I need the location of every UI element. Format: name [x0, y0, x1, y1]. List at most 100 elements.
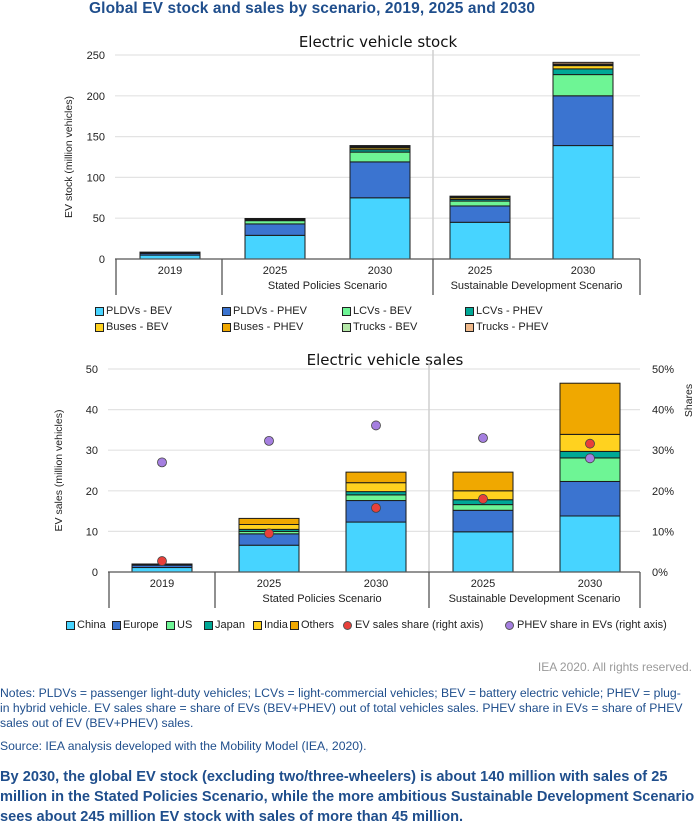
legend-label: Europe	[123, 619, 159, 631]
legend-swatch	[112, 620, 121, 630]
legend-label: Buses - BEV	[106, 321, 169, 333]
y-tick-label: 50	[86, 364, 98, 376]
legend-item: PLDVs - BEV	[95, 305, 172, 317]
legend-item: Buses - BEV	[95, 321, 168, 333]
legend-swatch	[222, 306, 231, 316]
y-tick-label: 200	[87, 91, 105, 103]
bar-segment	[139, 251, 201, 254]
legend-label: PLDVs - BEV	[106, 305, 173, 317]
y-tick-label: 20	[86, 486, 98, 498]
bar-segment	[449, 195, 511, 198]
y-tick-label: 0	[99, 254, 105, 266]
stock-legend: PLDVs - BEV PLDVs - PHEV LCVs - BEV LCVs - …	[0, 305, 700, 341]
y-tick-label: 30	[86, 445, 98, 457]
y2-tick-label: 20%	[652, 486, 674, 498]
legend-swatch	[342, 322, 351, 332]
notes-text: Notes: PLDVs = passenger light-duty vehi…	[0, 686, 683, 730]
legend-item: Others	[290, 619, 334, 631]
legend-label: China	[77, 619, 106, 631]
y-tick-label: 100	[87, 172, 105, 184]
bar-segment	[349, 161, 411, 199]
legend-label: LCVs - PHEV	[476, 305, 543, 317]
x-tick-label: 2030	[578, 578, 602, 590]
bar-segment	[559, 480, 621, 517]
group-label: Stated Policies Scenario	[268, 280, 387, 292]
legend-item: EV sales share (right axis)	[343, 619, 483, 631]
x-tick-label: 2030	[571, 265, 595, 277]
legend-item: LCVs - PHEV	[465, 305, 543, 317]
legend-swatch	[465, 306, 474, 316]
legend-item: Trucks - BEV	[342, 321, 417, 333]
share-marker	[157, 556, 167, 566]
share-marker	[478, 433, 488, 443]
legend-item: Trucks - PHEV	[465, 321, 548, 333]
legend-swatch	[342, 306, 351, 316]
y-tick-label: 50	[93, 213, 105, 225]
share-marker	[585, 438, 595, 449]
legend-item: PLDVs - PHEV	[222, 305, 307, 317]
legend-label: Others	[301, 619, 335, 631]
x-tick-label: 2025	[257, 578, 281, 590]
legend-label: Japan	[215, 619, 245, 631]
legend-item: Japan	[204, 619, 245, 631]
legend-label: Trucks - BEV	[353, 321, 418, 333]
bar-segment	[238, 544, 300, 573]
bar-segment	[559, 515, 621, 573]
legend-swatch	[66, 620, 75, 630]
bar-segment	[552, 61, 614, 65]
legend-label: LCVs - BEV	[353, 305, 412, 317]
y-axis-label: EV stock (million vehicles)	[63, 96, 75, 218]
legend-swatch	[253, 620, 262, 630]
bar-segment	[238, 517, 300, 525]
x-tick-label: 2030	[368, 265, 392, 277]
bar-segment	[131, 567, 193, 573]
bar-segment	[349, 197, 411, 260]
bar-segment	[452, 504, 514, 511]
x-tick-label: 2025	[468, 265, 492, 277]
share-marker	[371, 502, 381, 513]
bar-segment	[244, 218, 306, 220]
y2-tick-label: 0%	[652, 567, 668, 579]
bar-segment	[559, 382, 621, 435]
y2-tick-label: 40%	[652, 405, 674, 417]
y2-tick-label: 10%	[652, 526, 674, 538]
sales-legend: China Europe US Japan India Others EV sales sh…	[0, 619, 700, 635]
x-tick-label: 2030	[364, 578, 388, 590]
legend-swatch	[222, 322, 231, 332]
legend-label: India	[264, 619, 288, 631]
legend-item: US	[166, 619, 192, 631]
legend-label: Trucks - PHEV	[476, 321, 549, 333]
legend-item: LCVs - BEV	[342, 305, 412, 317]
x-tick-label: 2025	[471, 578, 495, 590]
share-marker	[585, 453, 595, 464]
legend-swatch	[343, 620, 352, 630]
legend-label: Buses - PHEV	[233, 321, 304, 333]
legend-item: India	[253, 619, 288, 631]
share-marker	[371, 420, 381, 431]
bar-segment	[449, 205, 511, 223]
legend-swatch	[465, 322, 474, 332]
bar-segment	[349, 151, 411, 163]
bar-segment	[345, 471, 407, 484]
legend-item: PHEV share in EVs (right axis)	[505, 619, 667, 631]
bar-segment	[552, 74, 614, 97]
share-marker	[157, 457, 167, 468]
share-marker	[264, 528, 274, 539]
legend-label: EV sales share (right axis)	[355, 619, 484, 631]
bar-segment	[452, 531, 514, 573]
bar-segment	[452, 471, 514, 492]
chart-title: Electric vehicle stock	[299, 33, 458, 51]
summary-text: By 2030, the global EV stock (excluding …	[0, 769, 695, 825]
sales-chart: Electric vehicle sales010203040500%10%20…	[53, 351, 695, 608]
y-tick-label: 40	[86, 405, 98, 417]
legend-item: Buses - PHEV	[222, 321, 303, 333]
chart-title: Electric vehicle sales	[307, 351, 464, 369]
bar-segment	[552, 68, 614, 76]
bar-segment	[349, 145, 411, 147]
legend-item: China	[66, 619, 106, 631]
y-tick-label: 0	[92, 567, 98, 579]
legend-label: PHEV share in EVs (right axis)	[517, 619, 667, 631]
bar-segment	[244, 223, 306, 236]
x-tick-label: 2019	[150, 578, 174, 590]
share-marker	[478, 494, 488, 504]
